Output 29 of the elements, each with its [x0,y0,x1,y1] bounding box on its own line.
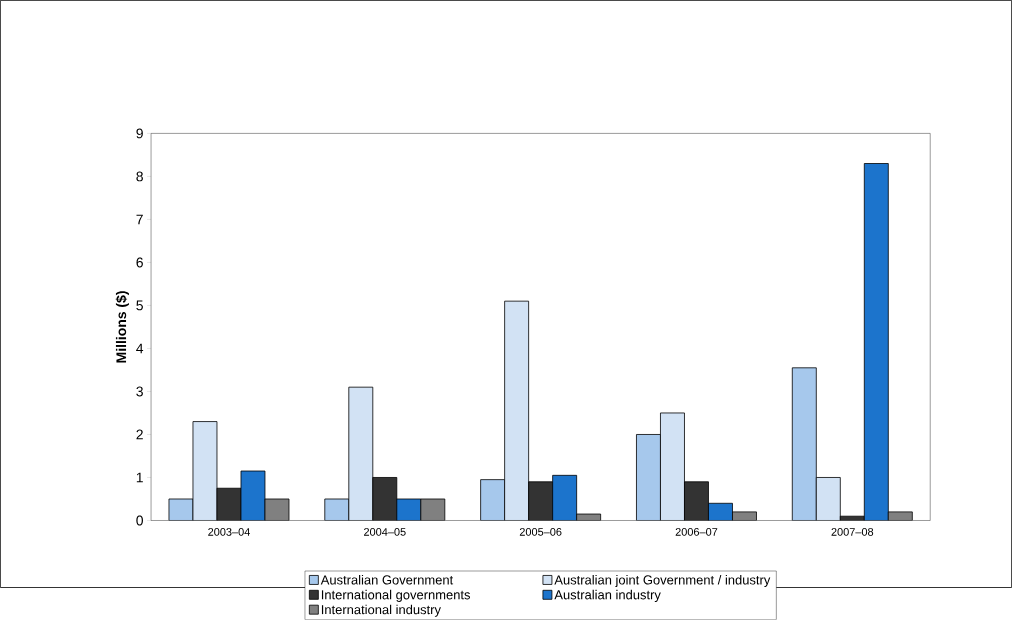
bar [660,412,685,521]
bar [504,300,530,521]
legend-label: International industry [321,604,441,617]
y-tick-label: 2 [136,429,143,440]
y-tick-label: 0 [136,515,143,526]
legend-label: Australian joint Government / industry [554,575,771,588]
y-tick-label: 3 [136,386,143,397]
legend-label: Australian Government [320,575,454,585]
bar [348,386,374,521]
y-tick-label: 8 [136,171,143,182]
x-tick-label: 2004–05 [364,528,406,536]
y-tick-label: 1 [136,472,143,483]
x-tick-label: 2005–06 [519,528,562,536]
x-tick-label: 2006–07 [675,528,718,536]
x-tick-label: 2007–08 [831,528,874,536]
y-axis-title: Millions ($) [115,291,129,363]
y-tick-label: 6 [136,257,143,268]
x-tick-label: 2003–04 [208,528,250,536]
y-tick-label: 4 [136,343,144,354]
bar [372,477,398,521]
y-tick-label: 5 [136,300,143,311]
bar [815,477,841,521]
legend-label: International governments [321,589,471,603]
bar [684,481,709,521]
bar [528,481,554,521]
y-tick-label: 7 [136,214,143,225]
bar [192,421,218,521]
y-tick-label: 9 [136,128,143,139]
legend-label: Australian industry [554,589,661,603]
